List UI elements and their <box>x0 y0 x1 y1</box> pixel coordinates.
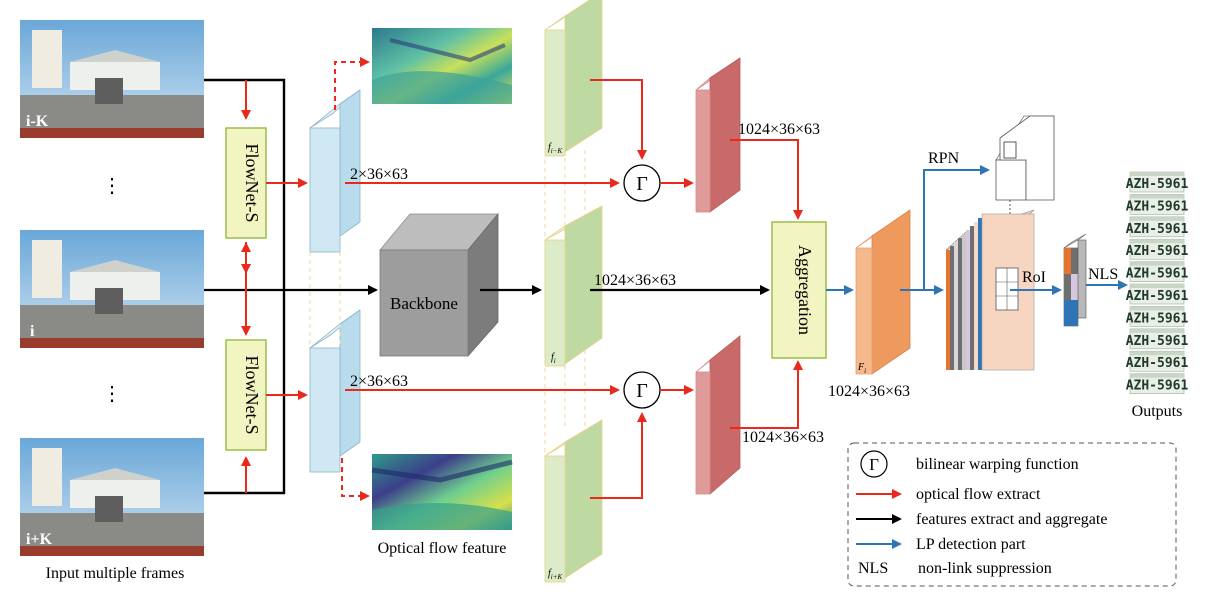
frame-tag-bottom: i+K <box>26 531 53 548</box>
rpn-proposal-sheet <box>995 115 1055 262</box>
dashed-arrow-to-flow-image-top <box>334 57 370 110</box>
feature-map-top <box>544 0 603 157</box>
optical-flow-image-top <box>372 28 512 104</box>
input-frame-top: i-K <box>20 20 204 138</box>
backbone-label: Backbone <box>390 294 458 313</box>
optical-flow-image-bottom <box>371 454 513 530</box>
legend-nls-symbol: NLS <box>858 560 888 577</box>
legend-gamma-symbol: Γ <box>869 455 879 474</box>
output-plate-text: AZH-5961 <box>1126 379 1189 394</box>
flownet-label-bottom: FlowNet-S <box>242 355 262 434</box>
roi-label: RoI <box>1022 269 1046 286</box>
output-plate-text: AZH-5961 <box>1126 334 1189 349</box>
output-plate: AZH-5961 <box>1126 283 1189 305</box>
flownet-box-top <box>225 127 267 239</box>
aggregation-label: Aggregation <box>795 245 815 335</box>
outputs-caption: Outputs <box>1132 403 1183 420</box>
feature-dims-top: 1024×36×63 <box>738 121 820 138</box>
output-plate-text: AZH-5961 <box>1126 356 1189 371</box>
flow-map-top <box>309 89 361 253</box>
output-plate: AZH-5961 <box>1126 328 1189 350</box>
aggregated-feature-label: Fi <box>857 362 866 375</box>
input-frame-middle: i <box>20 230 204 348</box>
frame-link-bracket <box>204 78 286 495</box>
warp-symbol-top: Γ <box>636 173 648 195</box>
arrow-feature-top-to-warp <box>590 79 647 160</box>
backbone-cube <box>379 212 499 358</box>
ellipsis-top: ⋮ <box>102 175 122 197</box>
optical-flow-caption: Optical flow feature <box>378 540 507 557</box>
flow-map-bottom <box>309 309 361 473</box>
flownet-box-bottom <box>225 339 267 451</box>
aggregated-feature-dims: 1024×36×63 <box>828 383 910 400</box>
output-plate: AZH-5961 <box>1126 373 1189 394</box>
output-plate: AZH-5961 <box>1126 238 1189 260</box>
proposal-stack <box>945 209 1035 371</box>
feature-dims-bottom: 1024×36×63 <box>742 429 824 446</box>
flownet-label-top: FlowNet-S <box>242 143 262 222</box>
legend-gamma-text: bilinear warping function <box>916 456 1079 473</box>
output-plate: AZH-5961 <box>1126 306 1189 327</box>
output-plate-text: AZH-5961 <box>1126 222 1189 237</box>
frame-tag-middle: i <box>30 323 35 340</box>
feature-label-middle: fi <box>551 352 556 365</box>
output-plate-text: AZH-5961 <box>1126 289 1189 304</box>
arrow-feature-bottom-to-warp <box>590 412 647 499</box>
output-plate: AZH-5961 <box>1126 171 1189 193</box>
legend-lp-detection-text: LP detection part <box>916 536 1026 553</box>
feature-dims-middle: 1024×36×63 <box>594 272 676 289</box>
legend-item-gamma: Γ bilinear warping function <box>860 450 1079 478</box>
legend-item-nls: NLS non-link suppression <box>858 560 1052 577</box>
legend-item-lp-detection: LP detection part <box>856 536 1026 553</box>
output-plate: AZH-5961 <box>1126 350 1189 372</box>
output-plate: AZH-5961 <box>1126 216 1189 238</box>
aggregated-feature <box>855 209 911 375</box>
feature-label-top: fi−K <box>548 142 562 155</box>
legend-features-text: features extract and aggregate <box>916 511 1107 528</box>
output-plates: AZH-5961 AZH-5961 AZH-5961 AZH-5961 AZH-5961… <box>1126 171 1189 394</box>
aggregation-box <box>771 221 827 359</box>
input-frames-caption: Input multiple frames <box>46 565 185 582</box>
output-plate-text: AZH-5961 <box>1126 244 1189 259</box>
output-plate: AZH-5961 <box>1126 194 1189 215</box>
output-plate-text: AZH-5961 <box>1126 177 1189 192</box>
flow-dims-top: 2×36×63 <box>350 166 408 183</box>
legend-nls-text: non-link suppression <box>918 560 1052 577</box>
warp-symbol-bottom: Γ <box>636 380 648 402</box>
legend-box <box>847 442 1177 587</box>
feature-map-bottom <box>544 419 603 583</box>
frame-tag-top: i-K <box>26 113 49 130</box>
roi-pooled-feature <box>1063 233 1087 327</box>
arrow-warped-top-to-agg <box>730 139 803 220</box>
legend-item-features: features extract and aggregate <box>856 511 1107 528</box>
warped-feature-bottom <box>695 335 741 495</box>
output-plate-text: AZH-5961 <box>1126 199 1189 214</box>
legend-item-optical-flow: optical flow extract <box>856 486 1041 503</box>
output-plate-text: AZH-5961 <box>1126 267 1189 282</box>
nls-label: NLS <box>1088 266 1118 283</box>
arrow-warped-bottom-to-agg <box>730 360 803 429</box>
legend-optical-flow-text: optical flow extract <box>916 486 1041 503</box>
output-plate-text: AZH-5961 <box>1126 311 1189 326</box>
warped-feature-top <box>695 57 741 213</box>
input-frame-bottom: i+K <box>20 438 204 556</box>
flow-dims-bottom: 2×36×63 <box>350 373 408 390</box>
feature-map-middle <box>544 205 603 367</box>
output-plate: AZH-5961 <box>1126 261 1189 282</box>
rpn-label: RPN <box>928 150 960 167</box>
dashed-arrow-to-flow-image-bottom <box>341 458 370 501</box>
feature-label-bottom: fi+K <box>548 568 562 581</box>
ellipsis-bottom: ⋮ <box>102 383 122 405</box>
